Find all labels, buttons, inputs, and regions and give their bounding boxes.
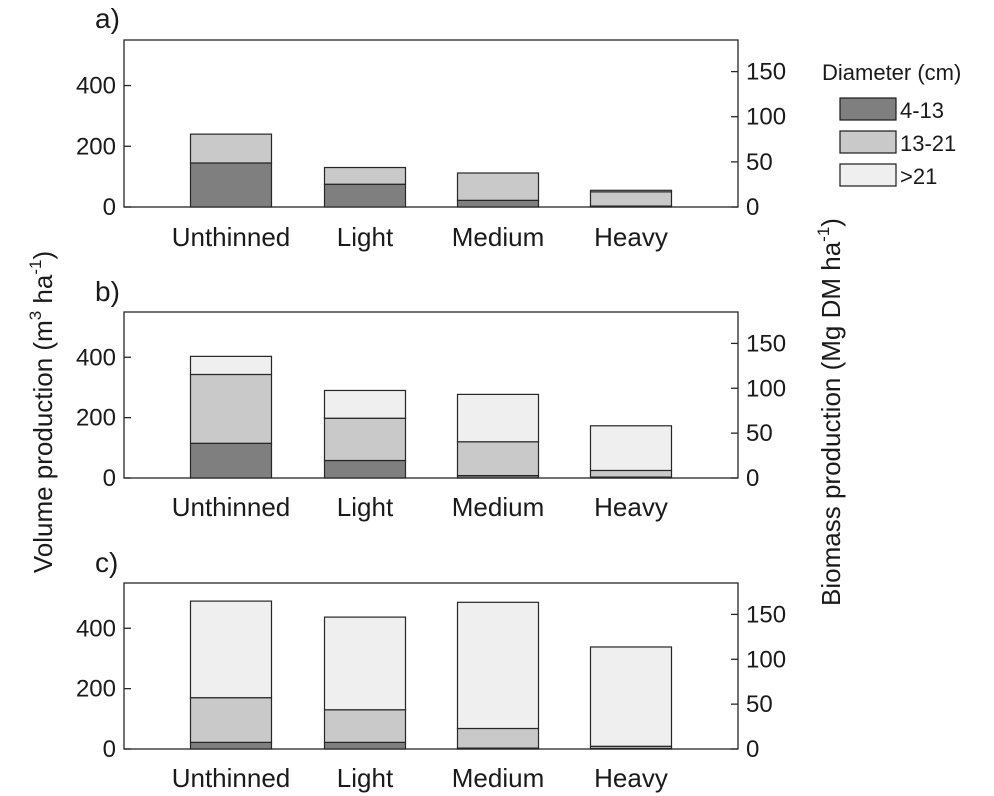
y-tick-label-left: 400 [76, 615, 116, 642]
bar-segment [189, 373, 273, 444]
panel-label: a) [95, 3, 120, 34]
category-label: Unthinned [172, 222, 291, 252]
y-tick-label-right: 150 [746, 601, 786, 628]
y-tick-label-right: 100 [746, 375, 786, 402]
y-tick-label-left: 200 [76, 133, 116, 160]
bar-segment [456, 727, 540, 749]
bar-segment [323, 616, 407, 711]
category-label: Unthinned [172, 492, 291, 522]
legend: Diameter (cm) 4-13 13-21 >21 [822, 60, 961, 189]
y-tick-label-right: 150 [746, 330, 786, 357]
bar-segment [189, 355, 273, 376]
plot-frame [123, 311, 739, 479]
bar-segment [189, 697, 273, 743]
category-label: Heavy [594, 492, 668, 522]
bar-segment [189, 162, 273, 208]
legend-swatch-13-21 [839, 130, 897, 154]
y-tick-label-right: 50 [746, 691, 773, 718]
bar-segment [189, 600, 273, 699]
bar-segment [456, 199, 540, 208]
y-tick-label-right: 50 [746, 149, 773, 176]
y-tick-label-right: 0 [746, 194, 759, 221]
category-label: Heavy [594, 222, 668, 252]
bar-segment [323, 389, 407, 419]
panel-2: b) 0 200 400 0 50 100 150 Unthinned Light Medium He… [76, 276, 786, 522]
category-label: Light [337, 492, 394, 522]
bar-segment [589, 646, 673, 747]
y-axis-title-left: Volume production (m3 ha-1) [26, 251, 58, 573]
legend-title: Diameter (cm) [822, 60, 961, 85]
y-tick-label-left: 0 [103, 194, 116, 221]
legend-label-gt21: >21 [900, 164, 937, 189]
category-label: Medium [452, 492, 544, 522]
panel-3: c) 0 200 400 0 50 100 150 Unthinned Light Medium He… [76, 547, 786, 793]
legend-swatch-4-13 [839, 97, 897, 121]
y-tick-label-left: 0 [103, 736, 116, 763]
y-axis-title-right: Biomass production (Mg DM ha-1) [814, 218, 846, 606]
bar-segment [323, 417, 407, 462]
panel-1: a) 0 200 400 0 50 100 150 Unthinned Light Medium He… [76, 3, 786, 252]
y-tick-label-right: 0 [746, 465, 759, 492]
y-tick-label-left: 400 [76, 73, 116, 100]
bar-segment [589, 191, 673, 207]
legend-swatch-gt21 [839, 163, 897, 187]
category-label: Heavy [594, 763, 668, 793]
bar-segment [189, 133, 273, 164]
y-axis-title-left-main: Volume production (m [28, 320, 58, 573]
y-axis-title-left-sup1: 3 [26, 311, 45, 320]
bar-segment [456, 393, 540, 443]
y-axis-title-left-sup2: -1 [26, 260, 45, 275]
y-tick-label-left: 200 [76, 405, 116, 432]
panel-label: b) [95, 276, 120, 307]
legend-label-13-21: 13-21 [900, 131, 956, 156]
bar-segment [456, 441, 540, 477]
category-label: Light [337, 222, 394, 252]
y-axis-title-left-end: ) [28, 251, 58, 260]
bar-segment [456, 172, 540, 201]
y-tick-label-right: 100 [746, 646, 786, 673]
y-tick-label-left: 200 [76, 676, 116, 703]
bar-segment [323, 741, 407, 750]
category-label: Medium [452, 222, 544, 252]
y-axis-title-right-end: ) [816, 218, 846, 227]
panels-group: a) 0 200 400 0 50 100 150 Unthinned Light Medium He… [76, 3, 786, 793]
y-tick-label-right: 50 [746, 420, 773, 447]
category-label: Light [337, 763, 394, 793]
bar-segment [323, 183, 407, 208]
bar-segment [323, 709, 407, 743]
bar-segment [323, 166, 407, 185]
plot-frame [123, 39, 739, 208]
bar-segment [589, 469, 673, 478]
y-tick-label-right: 0 [746, 736, 759, 763]
bar-segment [589, 189, 673, 193]
y-tick-label-right: 150 [746, 59, 786, 86]
bar-segment [189, 442, 273, 479]
bar-segment [589, 425, 673, 472]
legend-label-4-13: 4-13 [900, 98, 944, 123]
y-tick-label-right: 100 [746, 104, 786, 131]
panel-label: c) [95, 547, 118, 578]
y-axis-title-right-main: Biomass production (Mg DM ha [816, 241, 846, 606]
category-label: Unthinned [172, 763, 291, 793]
bar-segment [323, 459, 407, 479]
y-axis-title-right-sup: -1 [814, 227, 833, 242]
y-axis-title-left-mid: ha [28, 274, 58, 311]
category-label: Medium [452, 763, 544, 793]
plot-frame [123, 582, 739, 750]
bar-segment [456, 601, 540, 730]
y-tick-label-left: 0 [103, 465, 116, 492]
y-tick-label-left: 400 [76, 344, 116, 371]
bar-segment [189, 741, 273, 750]
